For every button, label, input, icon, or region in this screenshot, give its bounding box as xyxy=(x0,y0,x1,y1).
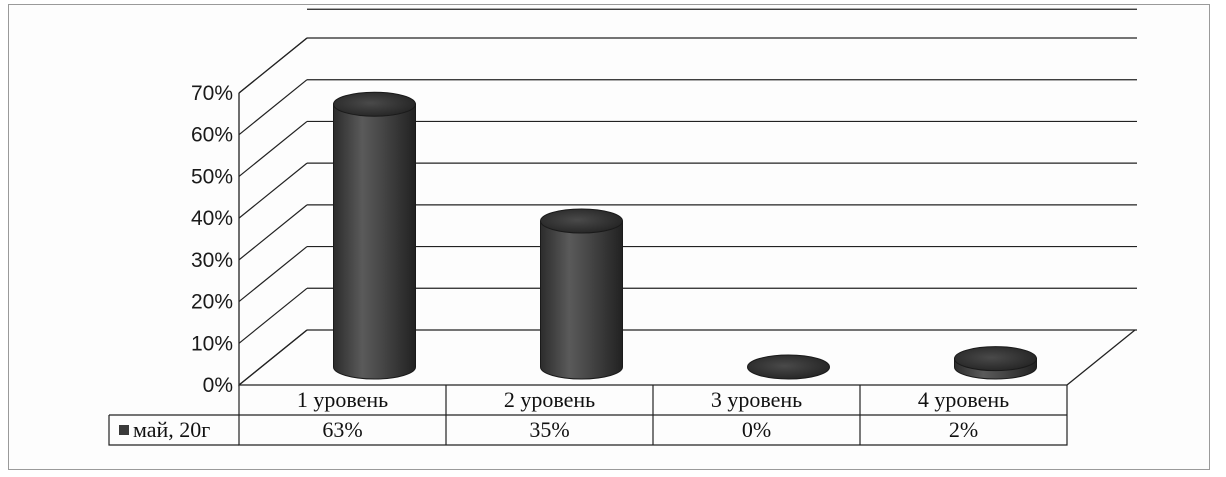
bar-cap xyxy=(333,91,416,117)
gridline-side xyxy=(238,246,308,303)
gridline-side xyxy=(238,37,308,94)
data-label: 63% xyxy=(322,417,362,442)
category-label: 4 уровень xyxy=(918,387,1009,412)
chart-frame: 0% 10% 20% 30% 40% 50% 60% 70% 1 уровень 63% 2 ур… xyxy=(8,4,1210,470)
gridline-side xyxy=(238,287,308,344)
gridline-side xyxy=(238,120,308,177)
bars xyxy=(333,91,1037,380)
bar-3 xyxy=(747,354,830,380)
y-tick-label: 60% xyxy=(191,124,233,147)
data-table: 1 уровень 63% 2 уровень 35% 3 уровень 0% 4 уро… xyxy=(108,385,1068,446)
data-label: 35% xyxy=(529,417,569,442)
bar-4 xyxy=(954,346,1037,380)
category-label: 2 уровень xyxy=(504,387,595,412)
table-rows xyxy=(108,414,1067,446)
gridline-side xyxy=(238,79,308,136)
data-label: 0% xyxy=(742,417,771,442)
legend-label: май, 20г xyxy=(133,417,210,442)
legend-swatch xyxy=(119,425,129,435)
y-tick-label: 0% xyxy=(203,374,233,397)
bar-cap xyxy=(747,354,830,380)
bar-2 xyxy=(540,208,623,380)
bar-body xyxy=(333,103,416,380)
gridline-side xyxy=(238,329,308,386)
y-tick-label: 70% xyxy=(191,82,233,105)
y-tick-label: 40% xyxy=(191,207,233,230)
y-tick-label: 50% xyxy=(191,165,233,188)
gridline-side xyxy=(238,204,308,261)
category-label: 3 уровень xyxy=(711,387,802,412)
gridlines xyxy=(238,8,1137,386)
bar-cap xyxy=(540,208,623,234)
category-label: 1 уровень xyxy=(297,387,388,412)
data-label: 2% xyxy=(949,417,978,442)
y-tick-label: 20% xyxy=(191,291,233,314)
bar-body xyxy=(540,220,623,380)
gridline-side xyxy=(238,162,308,219)
y-tick-label: 30% xyxy=(191,249,233,272)
cylinder-bar-chart: 0% 10% 20% 30% 40% 50% 60% 70% 1 уровень 63% 2 ур… xyxy=(108,8,1137,446)
y-axis-ticks: 0% 10% 20% 30% 40% 50% 60% 70% xyxy=(191,82,233,397)
bar-cap xyxy=(954,346,1037,372)
y-tick-label: 10% xyxy=(191,332,233,355)
side-wall-edge xyxy=(238,93,308,387)
bar-1 xyxy=(333,91,416,380)
